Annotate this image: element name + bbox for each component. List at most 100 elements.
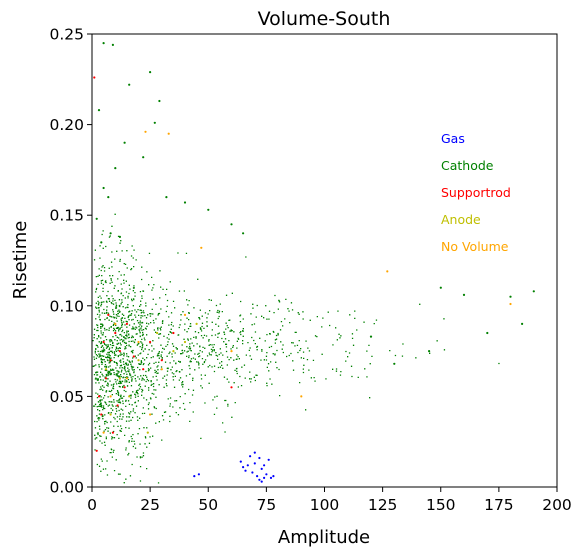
gas-point	[251, 471, 254, 474]
supportrod-point	[109, 359, 112, 362]
chart-title: Volume-South	[258, 8, 391, 30]
no-volume-point	[183, 313, 187, 316]
no-volume-point	[509, 302, 512, 306]
cathode-point	[109, 232, 112, 235]
gas-point	[258, 478, 261, 481]
no-volume-point	[125, 377, 128, 380]
y-tick-label: 0.00	[49, 479, 84, 497]
no-volume-point	[300, 395, 303, 398]
y-axis: 0.00 0.05 0.10 0.15 0.20 0.25	[49, 26, 92, 497]
cathode-point	[118, 235, 121, 238]
no-volume-point	[160, 368, 163, 371]
cathode-point	[393, 362, 396, 365]
legend-anode: Anode	[441, 212, 481, 227]
gas-point	[193, 475, 196, 478]
gas-point	[197, 473, 200, 476]
gas-point	[239, 460, 242, 463]
cathode-point	[128, 83, 131, 86]
x-tick-label: 125	[368, 496, 398, 514]
supportrod-point	[230, 386, 233, 389]
supportrod-point	[114, 331, 117, 335]
cathode-point	[486, 331, 489, 335]
supportrod-point	[118, 350, 121, 353]
supportrod-point	[104, 377, 108, 380]
x-tick-label: 100	[310, 496, 340, 514]
supportrod-point	[132, 355, 135, 358]
supportrod-point	[172, 331, 175, 335]
cathode-point-cloud	[92, 213, 500, 484]
supportrod-point	[102, 340, 105, 344]
cathode-point	[111, 43, 114, 47]
cathode-point	[153, 121, 156, 124]
supportrod-point	[93, 76, 96, 79]
cathode-point	[142, 156, 145, 159]
gas-point	[263, 464, 266, 467]
cathode-point	[369, 335, 373, 338]
cathode-point	[123, 141, 126, 144]
x-tick-label: 75	[257, 496, 277, 514]
cathode-point	[242, 232, 245, 235]
x-tick-label: 25	[140, 496, 160, 514]
supportrod-point	[142, 368, 145, 371]
anode-point	[118, 377, 121, 380]
supportrod-point	[125, 322, 128, 325]
x-tick-label: 50	[198, 496, 218, 514]
legend: Gas Cathode Supportrod Anode No Volume	[441, 131, 511, 254]
anode-point	[146, 431, 149, 434]
gas-point	[258, 456, 261, 460]
cathode-point	[439, 286, 442, 289]
no-volume-point	[386, 270, 389, 273]
no-volume-point	[102, 431, 105, 434]
no-volume-point	[149, 413, 152, 416]
gas-point	[249, 455, 252, 458]
anode-point	[156, 331, 159, 335]
anode-point	[172, 350, 175, 353]
supportrod-point	[95, 449, 98, 452]
gas-point	[253, 462, 256, 465]
y-tick-label: 0.20	[49, 116, 84, 134]
anode-point	[128, 395, 131, 398]
cathode-point	[149, 71, 152, 74]
gas-point	[260, 467, 263, 470]
legend-cathode: Cathode	[441, 158, 494, 173]
supportrod-point	[107, 313, 110, 316]
cathode-point	[532, 290, 535, 293]
supportrod-point	[160, 359, 163, 362]
gas-point	[267, 458, 270, 461]
anode-point	[104, 368, 108, 371]
y-tick-label: 0.25	[49, 26, 84, 44]
y-tick-label: 0.15	[49, 207, 84, 225]
anode-point	[195, 322, 198, 325]
cathode-point	[183, 201, 187, 204]
gas-point	[272, 475, 275, 478]
supportrod-point	[123, 386, 126, 389]
gas-point	[244, 469, 247, 472]
cathode-point	[165, 196, 168, 199]
cathode-point	[100, 241, 103, 244]
anode-point	[109, 413, 112, 416]
supportrod-point	[116, 404, 119, 407]
cathode-point	[509, 295, 512, 298]
anode-point	[137, 359, 140, 362]
supportrod-point	[149, 340, 152, 344]
gas-point	[242, 466, 245, 469]
cathode-point	[158, 99, 161, 103]
anode-point	[183, 340, 187, 344]
supportrod-point	[111, 431, 114, 434]
cathode-point	[102, 186, 105, 190]
x-tick-label: 150	[426, 496, 456, 514]
gas-point	[265, 473, 268, 476]
supportrod-point	[100, 413, 103, 416]
cathode-point	[207, 208, 210, 211]
x-axis: 0 25 50 75 100 125 150 175 200	[87, 487, 572, 514]
cathode-point	[97, 109, 101, 112]
x-tick-label: 0	[87, 496, 97, 514]
cathode-point	[114, 167, 117, 170]
gas-point	[263, 476, 266, 479]
x-axis-label: Amplitude	[278, 527, 370, 548]
no-volume-point	[114, 322, 117, 325]
x-tick-label: 200	[542, 496, 572, 514]
cathode-point	[107, 196, 110, 199]
